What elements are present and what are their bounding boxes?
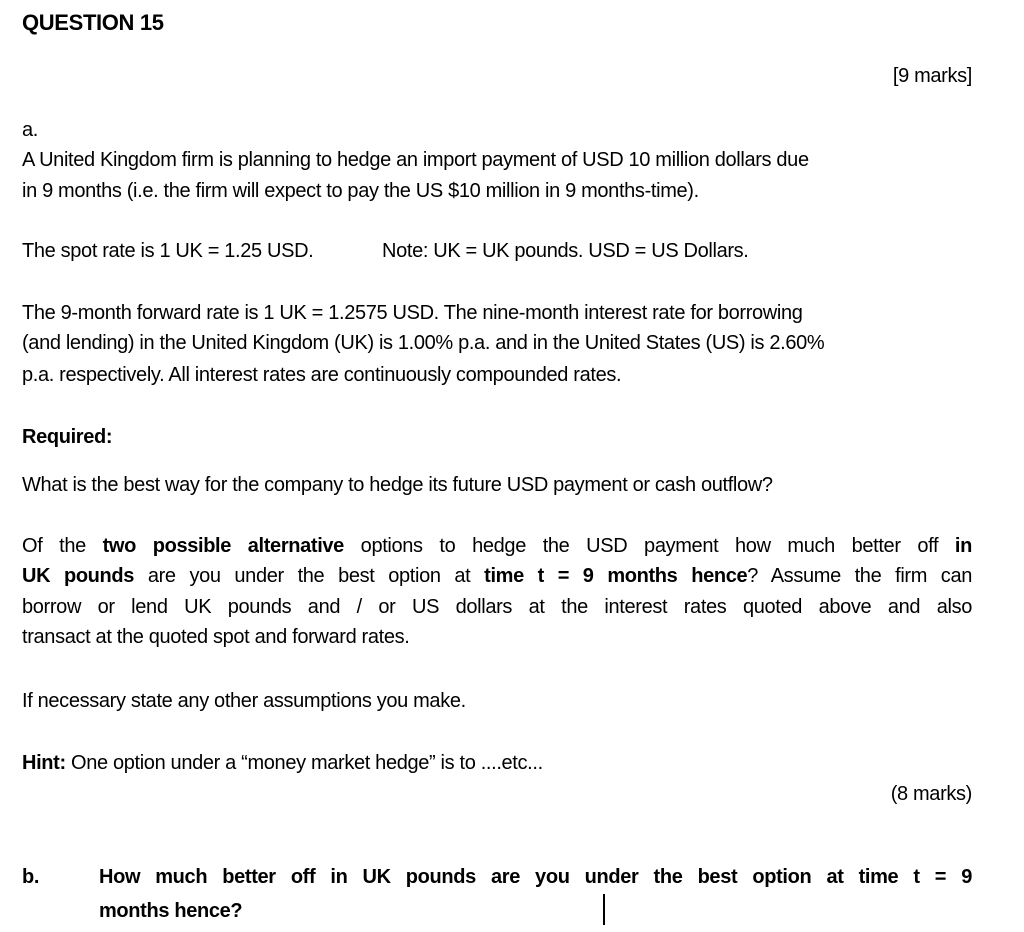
total-marks: [9 marks] bbox=[892, 65, 972, 87]
forward-line: The 9-month forward rate is 1 UK = 1.257… bbox=[22, 302, 803, 324]
part-b-label: b. bbox=[22, 866, 40, 888]
part-b-question: How much better off in UK pounds are you… bbox=[99, 866, 972, 888]
question-2-line: transact at the quoted spot and forward … bbox=[22, 626, 410, 648]
forward-line: (and lending) in the United Kingdom (UK)… bbox=[22, 332, 825, 354]
spot-rate: The spot rate is 1 UK = 1.25 USD. bbox=[22, 240, 314, 262]
required-heading: Required: bbox=[22, 426, 113, 448]
intro-line: in 9 months (i.e. the firm will expect t… bbox=[22, 180, 699, 202]
part-b-question: months hence? bbox=[99, 900, 243, 922]
assumptions-line: If necessary state any other assumptions… bbox=[22, 690, 466, 712]
question-2-line: UK pounds are you under the best option … bbox=[22, 565, 972, 587]
question-2-line: Of the two possible alternative options … bbox=[22, 535, 972, 557]
question-title: QUESTION 15 bbox=[22, 10, 164, 35]
currency-note: Note: UK = UK pounds. USD = US Dollars. bbox=[382, 240, 749, 262]
question-2-line: borrow or lend UK pounds and / or US dol… bbox=[22, 596, 972, 618]
text-cursor bbox=[603, 894, 605, 925]
part-a-marks: (8 marks) bbox=[890, 783, 973, 805]
part-a-label: a. bbox=[22, 119, 38, 141]
intro-line: A United Kingdom firm is planning to hed… bbox=[22, 149, 809, 171]
forward-line: p.a. respectively. All interest rates ar… bbox=[22, 364, 622, 386]
hint: Hint: One option under a “money market h… bbox=[22, 752, 543, 774]
question-1: What is the best way for the company to … bbox=[22, 474, 773, 496]
